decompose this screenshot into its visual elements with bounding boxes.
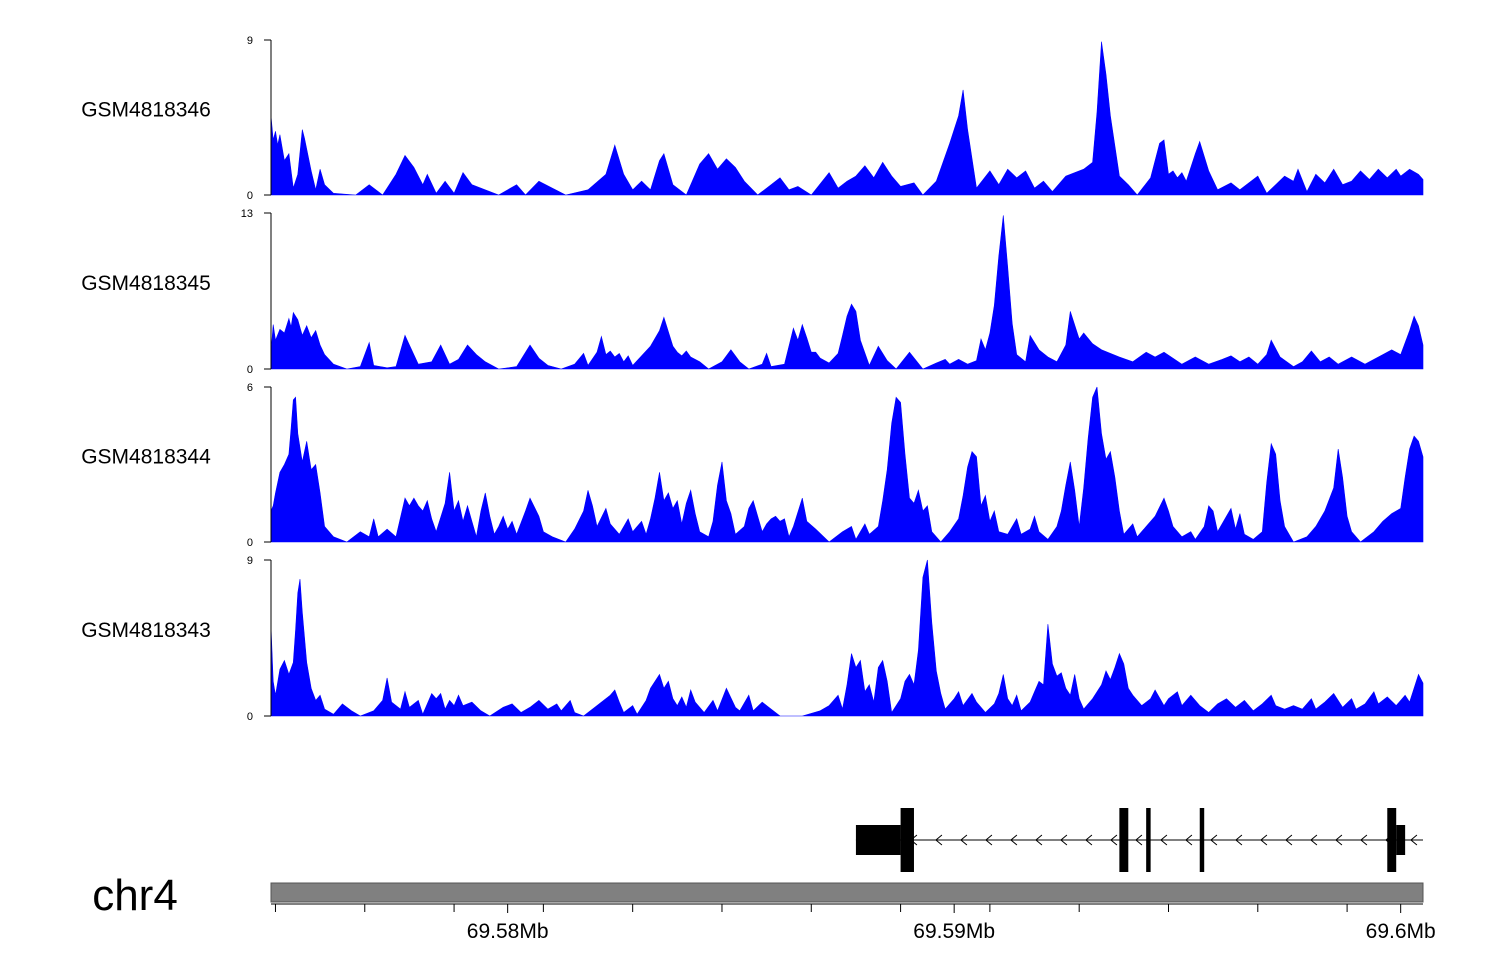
chromosome-label: chr4 xyxy=(92,871,178,920)
strand-arrow xyxy=(1260,834,1268,846)
signal-area xyxy=(270,386,1424,543)
track-gsm4818344: 6 0 GSM4818344 xyxy=(81,382,1424,549)
axis-tick-label: 69.6Mb xyxy=(1366,920,1436,943)
strand-arrow xyxy=(1035,834,1043,846)
strand-arrow xyxy=(985,834,993,846)
strand-arrow xyxy=(1410,834,1418,846)
strand-arrow xyxy=(1010,834,1018,846)
strand-arrow xyxy=(1235,834,1243,846)
strand-arrow xyxy=(960,834,968,846)
strand-arrow xyxy=(1335,834,1343,846)
track-name-label: GSM4818344 xyxy=(81,446,211,469)
gene-exon-block xyxy=(900,808,914,872)
signal-area xyxy=(270,215,1424,370)
strand-arrow xyxy=(1210,834,1218,846)
y-tick-label-max: 9 xyxy=(247,555,253,567)
y-tick-label-max: 9 xyxy=(247,35,253,47)
signal-area xyxy=(270,559,1424,717)
gene-exon-block xyxy=(1199,808,1205,872)
gene-exon-block xyxy=(1387,808,1397,872)
genomic-axis-track: chr4 69.58Mb 69.59Mb 69.6Mb xyxy=(92,871,1435,943)
track-gsm4818343: 9 0 GSM4818343 xyxy=(81,555,1424,723)
strand-arrow xyxy=(1285,834,1293,846)
strand-arrow xyxy=(1360,834,1368,846)
gene-model-track xyxy=(855,808,1423,872)
gene-exon-block xyxy=(1119,808,1129,872)
track-name-label: GSM4818343 xyxy=(81,619,211,642)
strand-arrow xyxy=(1310,834,1318,846)
strand-arrow xyxy=(935,834,943,846)
y-tick-label-max: 13 xyxy=(241,208,253,220)
signal-area xyxy=(270,41,1424,196)
gene-exon-block xyxy=(1146,808,1151,872)
strand-arrow xyxy=(1085,834,1093,846)
track-name-label: GSM4818345 xyxy=(81,272,211,295)
y-tick-label-min: 0 xyxy=(247,364,253,376)
axis-tick-label: 69.58Mb xyxy=(467,920,549,943)
strand-arrow xyxy=(1060,834,1068,846)
track-name-label: GSM4818346 xyxy=(81,99,211,122)
y-tick-label-min: 0 xyxy=(247,537,253,549)
strand-arrow xyxy=(1135,834,1143,846)
chromosome-ideogram-bar xyxy=(270,882,1424,903)
y-tick-label-min: 0 xyxy=(247,190,253,202)
track-gsm4818346: 9 0 GSM4818346 xyxy=(81,35,1424,202)
y-tick-label-min: 0 xyxy=(247,711,253,723)
data-tracks: 9 0 GSM4818346 13 0 GSM4818345 6 0 GSM4818344 9 0 G… xyxy=(81,35,1424,723)
strand-arrow xyxy=(1185,834,1193,846)
strand-arrow xyxy=(1160,834,1168,846)
axis-tick-label: 69.59Mb xyxy=(913,920,995,943)
y-tick-label-max: 6 xyxy=(247,382,253,394)
gene-utr-block xyxy=(855,825,901,855)
strand-arrow xyxy=(1110,834,1118,846)
gene-utr-block xyxy=(1396,825,1406,855)
track-gsm4818345: 13 0 GSM4818345 xyxy=(81,208,1424,376)
